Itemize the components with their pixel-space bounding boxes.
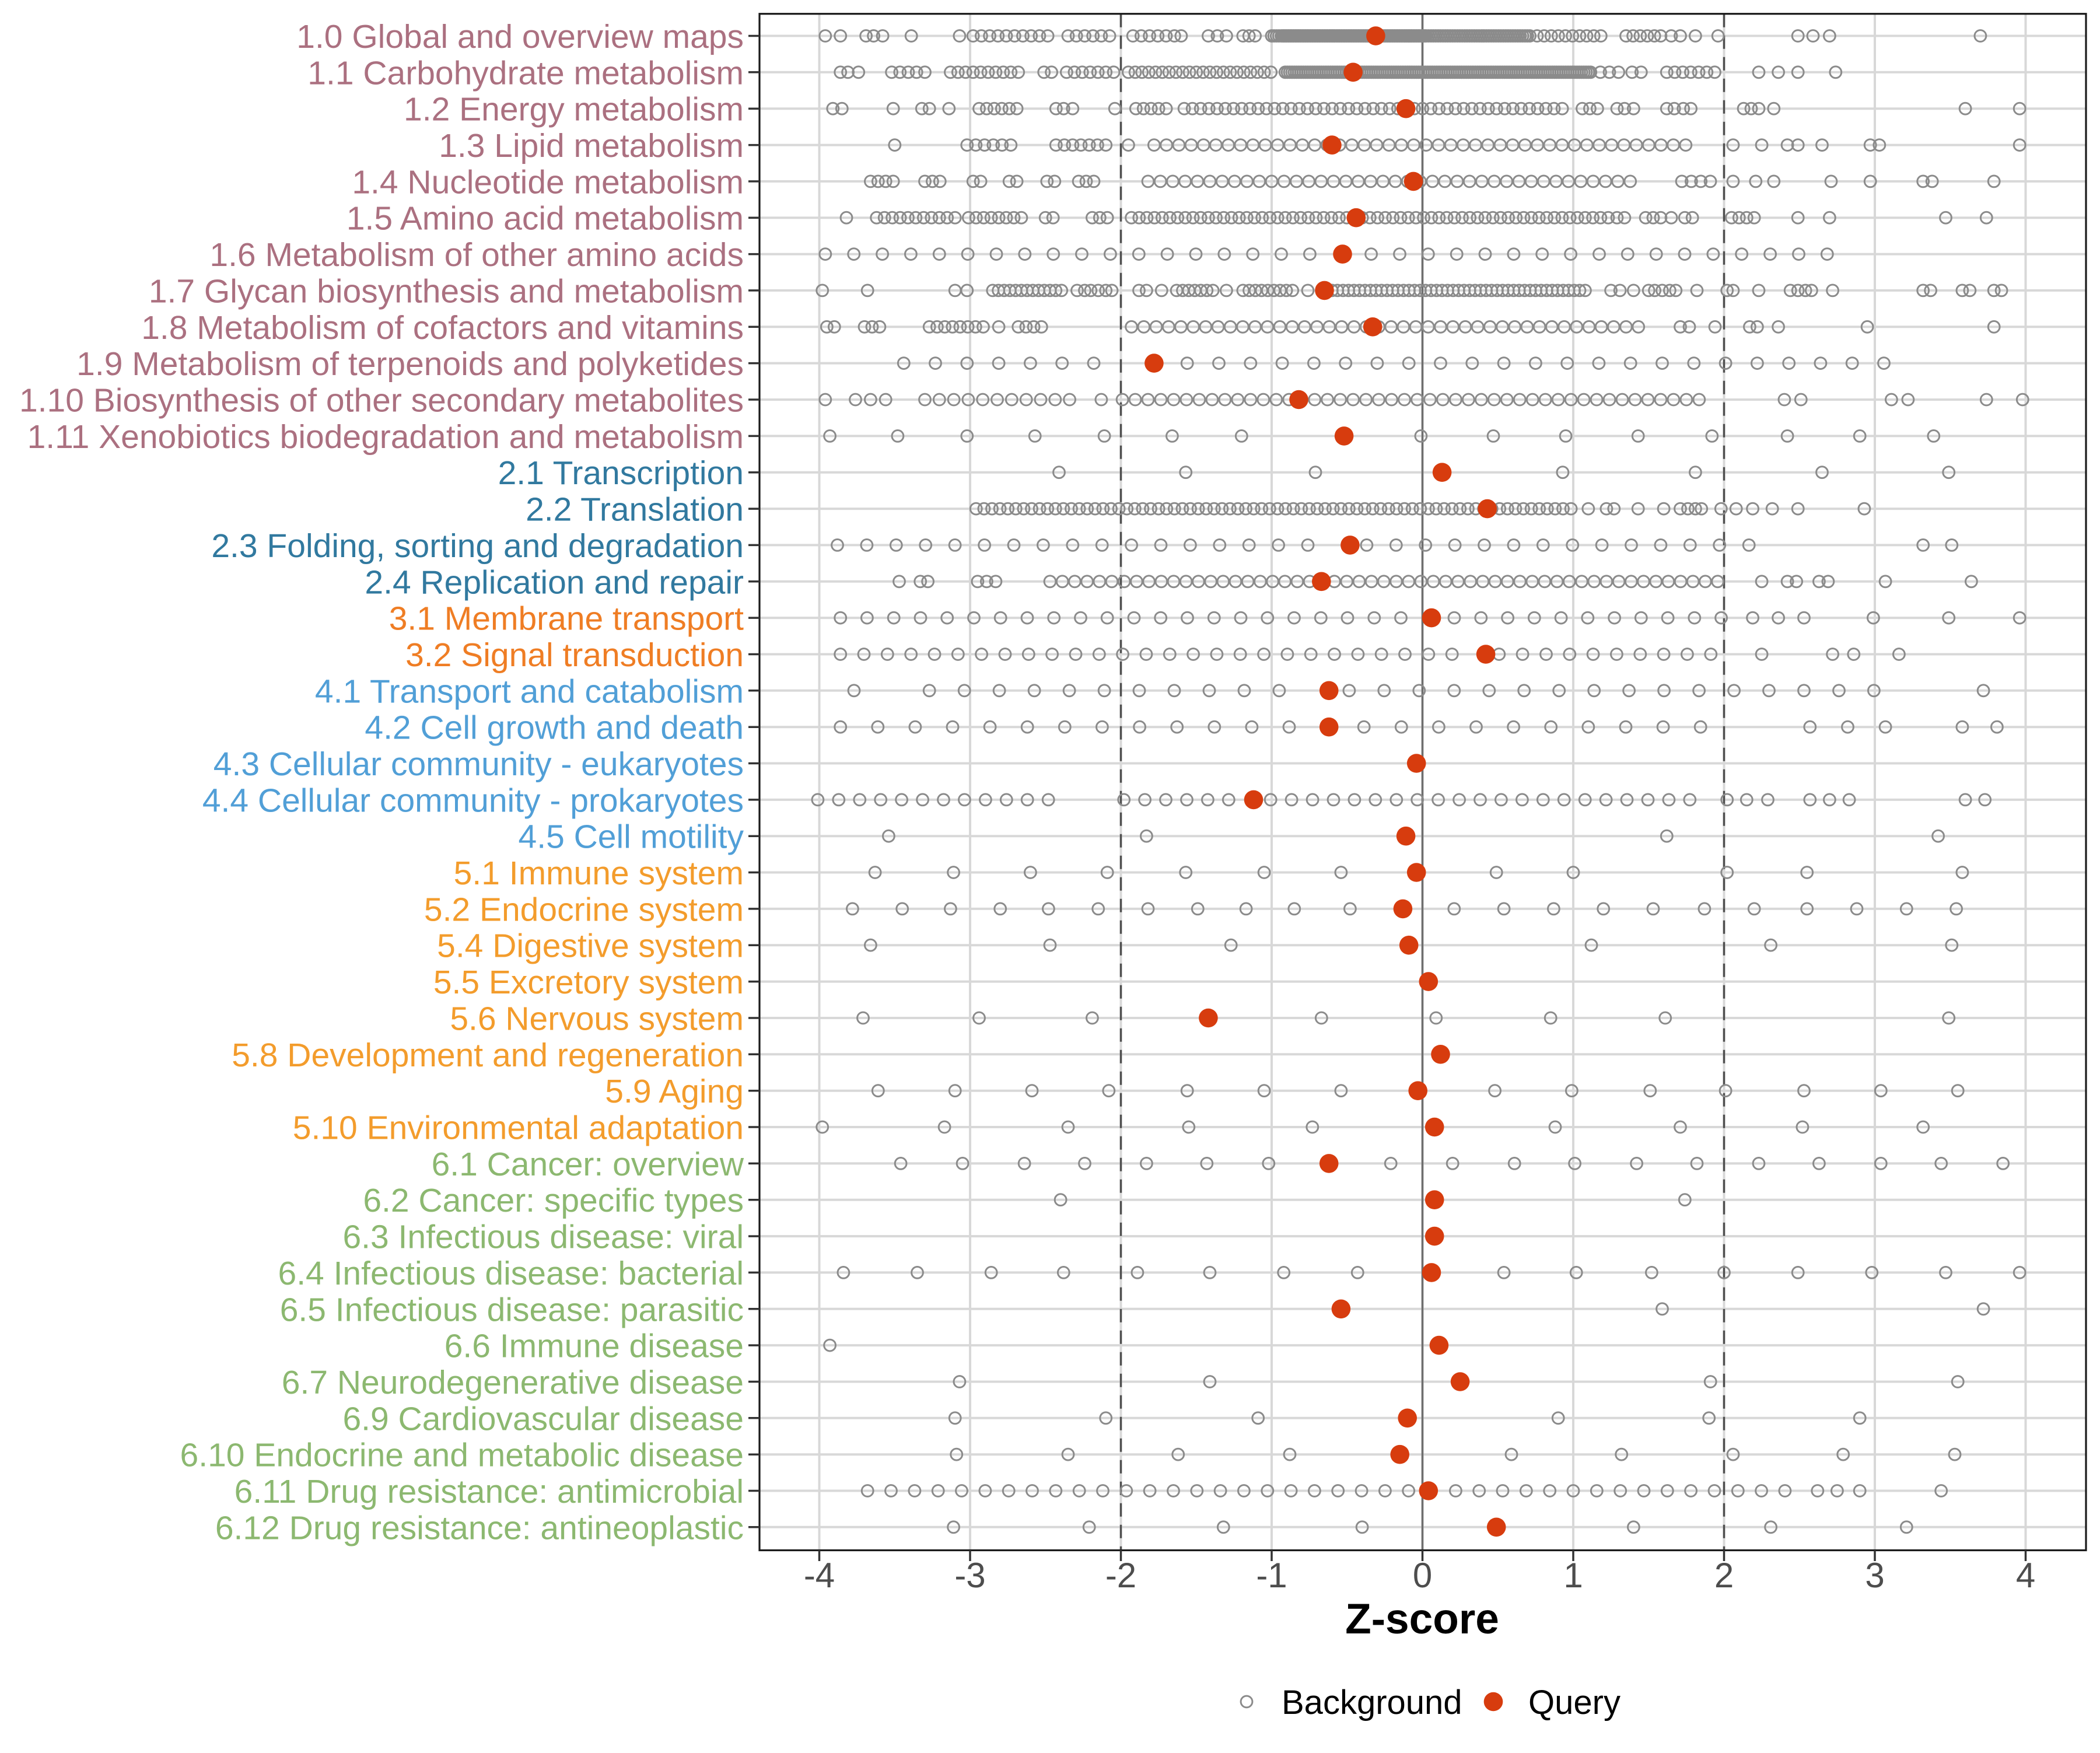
svg-text:6.6 Immune disease: 6.6 Immune disease: [444, 1328, 744, 1365]
svg-text:5.8 Development and regenerati: 5.8 Development and regeneration: [232, 1037, 744, 1074]
svg-text:-4: -4: [804, 1556, 835, 1595]
svg-text:2.2 Translation: 2.2 Translation: [526, 491, 744, 529]
svg-text:1: 1: [1563, 1556, 1583, 1595]
svg-text:6.10 Endocrine and metabolic d: 6.10 Endocrine and metabolic disease: [180, 1437, 744, 1474]
svg-text:2.1 Transcription: 2.1 Transcription: [498, 454, 744, 492]
svg-text:-3: -3: [954, 1556, 985, 1595]
svg-text:4.1 Transport and catabolism: 4.1 Transport and catabolism: [315, 673, 744, 710]
svg-text:6.3 Infectious disease: viral: 6.3 Infectious disease: viral: [342, 1219, 744, 1256]
svg-text:6.5 Infectious disease: parasi: 6.5 Infectious disease: parasitic: [280, 1291, 744, 1328]
svg-text:3.1 Membrane transport: 3.1 Membrane transport: [389, 600, 744, 638]
svg-text:1.1 Carbohydrate metabolism: 1.1 Carbohydrate metabolism: [307, 54, 744, 92]
svg-text:5.4 Digestive system: 5.4 Digestive system: [437, 928, 744, 965]
svg-text:1.10 Biosynthesis of other sec: 1.10 Biosynthesis of other secondary met…: [19, 382, 744, 419]
svg-text:6.1 Cancer: overview: 6.1 Cancer: overview: [432, 1146, 744, 1183]
svg-text:-2: -2: [1105, 1556, 1136, 1595]
svg-text:-1: -1: [1256, 1556, 1287, 1595]
svg-text:2.3 Folding, sorting and degra: 2.3 Folding, sorting and degradation: [211, 527, 744, 565]
svg-text:5.2 Endocrine system: 5.2 Endocrine system: [424, 891, 744, 928]
svg-text:4.4 Cellular community - proka: 4.4 Cellular community - prokaryotes: [202, 782, 744, 819]
svg-text:4.3 Cellular community - eukar: 4.3 Cellular community - eukaryotes: [214, 746, 744, 783]
svg-text:6.12 Drug resistance: antineop: 6.12 Drug resistance: antineoplastic: [215, 1509, 744, 1546]
svg-text:Query: Query: [1528, 1684, 1620, 1721]
svg-text:1.2 Energy metabolism: 1.2 Energy metabolism: [404, 91, 744, 128]
svg-text:1.4 Nucleotide metabolism: 1.4 Nucleotide metabolism: [352, 163, 744, 201]
svg-text:5.10 Environmental adaptation: 5.10 Environmental adaptation: [293, 1110, 744, 1147]
svg-text:2: 2: [1714, 1556, 1734, 1595]
svg-text:5.5 Excretory system: 5.5 Excretory system: [433, 964, 744, 1001]
svg-text:4: 4: [2016, 1556, 2035, 1595]
svg-text:1.7 Glycan biosynthesis and me: 1.7 Glycan biosynthesis and metabolism: [149, 272, 744, 310]
svg-text:1.6 Metabolism of other amino: 1.6 Metabolism of other amino acids: [209, 236, 744, 274]
svg-text:5.1 Immune system: 5.1 Immune system: [454, 855, 744, 892]
svg-text:6.7 Neurodegenerative disease: 6.7 Neurodegenerative disease: [282, 1364, 744, 1401]
svg-text:5.9 Aging: 5.9 Aging: [605, 1073, 744, 1110]
svg-text:3: 3: [1865, 1556, 1884, 1595]
svg-text:6.2 Cancer: specific types: 6.2 Cancer: specific types: [363, 1182, 744, 1219]
svg-text:1.5 Amino acid metabolism: 1.5 Amino acid metabolism: [346, 200, 744, 237]
svg-text:Background: Background: [1282, 1684, 1462, 1721]
svg-text:1.3 Lipid metabolism: 1.3 Lipid metabolism: [439, 127, 744, 165]
svg-text:5.6 Nervous system: 5.6 Nervous system: [450, 1000, 744, 1038]
svg-text:1.9 Metabolism of terpenoids a: 1.9 Metabolism of terpenoids and polyket…: [76, 345, 744, 383]
svg-text:1.11 Xenobiotics biodegradatio: 1.11 Xenobiotics biodegradation and meta…: [27, 418, 744, 456]
svg-text:3.2 Signal transduction: 3.2 Signal transduction: [405, 636, 744, 674]
svg-text:4.5 Cell motility: 4.5 Cell motility: [519, 818, 744, 856]
svg-text:1.8 Metabolism of cofactors an: 1.8 Metabolism of cofactors and vitamins: [141, 309, 744, 347]
svg-text:6.9 Cardiovascular disease: 6.9 Cardiovascular disease: [342, 1400, 744, 1437]
svg-text:6.4 Infectious disease: bacter: 6.4 Infectious disease: bacterial: [278, 1255, 744, 1292]
svg-text:6.11 Drug resistance: antimicr: 6.11 Drug resistance: antimicrobial: [235, 1473, 744, 1510]
svg-text:4.2 Cell growth and death: 4.2 Cell growth and death: [365, 709, 744, 747]
svg-text:Z-score: Z-score: [1345, 1595, 1499, 1643]
svg-text:0: 0: [1413, 1556, 1432, 1595]
svg-text:2.4 Replication and repair: 2.4 Replication and repair: [365, 564, 744, 601]
svg-text:1.0 Global and overview maps: 1.0 Global and overview maps: [296, 18, 744, 55]
